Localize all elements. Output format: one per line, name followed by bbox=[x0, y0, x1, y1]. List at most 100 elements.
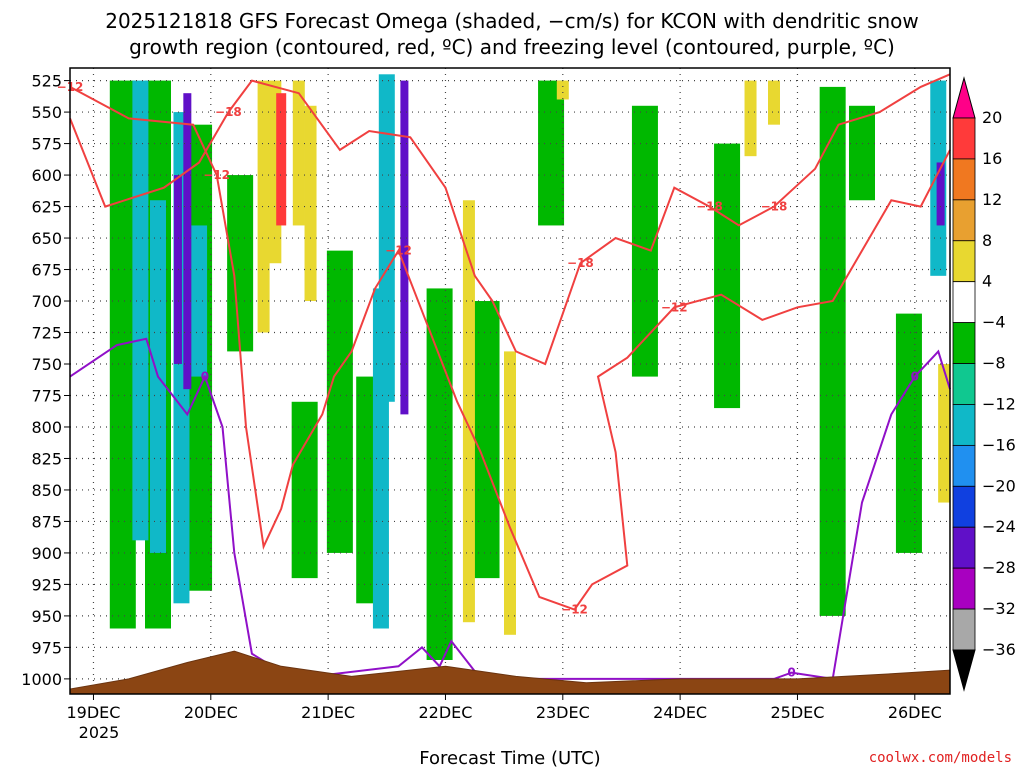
y-tick-label: 800 bbox=[31, 418, 62, 437]
colorbar-label: 8 bbox=[982, 231, 992, 250]
omega_ascent_green_columns-band bbox=[109, 80, 136, 629]
y-tick-label: 625 bbox=[31, 198, 62, 217]
grid-lines bbox=[70, 68, 950, 694]
omega_ascent_purple_black-band bbox=[183, 93, 192, 390]
omega_ascent_green_columns-band bbox=[227, 175, 254, 352]
colorbar-label: 12 bbox=[982, 190, 1002, 209]
y-tick-label: 525 bbox=[31, 72, 62, 91]
x-tick-label: 23DEC bbox=[536, 703, 590, 722]
y-tick-label: 600 bbox=[31, 166, 62, 185]
dendritic_isotherm_-18C-label: −18 bbox=[567, 256, 594, 270]
colorbar-label: 4 bbox=[982, 272, 992, 291]
omega_ascent_green_columns-band bbox=[326, 250, 353, 553]
omega_ascent_purple_black-band bbox=[400, 80, 409, 415]
colorbar-label: −20 bbox=[982, 476, 1016, 495]
y-tick-label: 950 bbox=[31, 607, 62, 626]
colorbar-swatch bbox=[952, 608, 976, 651]
dendritic_isotherm_-12C-label: −12 bbox=[203, 168, 230, 182]
x-tick-label: 26DEC bbox=[888, 703, 942, 722]
omega_descent_yellow_orange-band bbox=[556, 80, 569, 100]
plot-frame bbox=[69, 67, 951, 695]
y-tick-label: 1000 bbox=[21, 670, 62, 689]
x-axis-year-label: 2025 bbox=[79, 723, 120, 742]
colorbar-label: −36 bbox=[982, 640, 1016, 659]
omega_ascent_green_columns-band bbox=[538, 80, 565, 226]
colorbar-label: −8 bbox=[982, 354, 1006, 373]
credit-text: coolwx.com/models bbox=[869, 750, 1012, 766]
x-axis: 19DEC 20DEC 21DEC 22DEC 23DEC 24DEC 25DEC 26DEC bbox=[66, 694, 942, 722]
y-tick-label: 725 bbox=[31, 324, 62, 343]
omega_ascent_green_columns-band bbox=[895, 313, 922, 553]
dendritic_isotherm_-12C-line bbox=[69, 86, 951, 611]
x-tick-label: 19DEC bbox=[66, 703, 120, 722]
x-axis-title: Forecast Time (UTC) bbox=[419, 748, 600, 768]
terrain-layer bbox=[69, 650, 951, 695]
freezing_level_0C-line bbox=[69, 337, 951, 681]
y-tick-label: 925 bbox=[31, 575, 62, 594]
x-tick-label: 22DEC bbox=[418, 703, 472, 722]
chart-title-line1: 2025121818 GFS Forecast Omega (shaded, −… bbox=[105, 9, 919, 33]
colorbar-swatch bbox=[952, 485, 976, 528]
omega_ascent_purple_black-band bbox=[936, 162, 945, 226]
freezing_level_0C-label: 0 bbox=[787, 666, 795, 680]
x-tick-label: 21DEC bbox=[301, 703, 355, 722]
y-tick-label: 825 bbox=[31, 449, 62, 468]
terrain-fill bbox=[69, 650, 951, 695]
y-tick-label: 975 bbox=[31, 638, 62, 657]
omega_descent_yellow_orange-band bbox=[292, 80, 305, 226]
dendritic_isotherm_-18C-label: −18 bbox=[696, 200, 723, 214]
y-tick-label: 875 bbox=[31, 512, 62, 531]
y-tick-label: 675 bbox=[31, 261, 62, 280]
omega_descent_red_pink-band bbox=[276, 93, 287, 226]
omega_descent_yellow_orange-band bbox=[462, 200, 475, 623]
colorbar-swatch bbox=[952, 404, 976, 446]
dendritic_isotherm_-12C-label: −12 bbox=[661, 300, 688, 314]
dendritic_isotherm_-12C-label: −12 bbox=[561, 603, 588, 617]
omega_ascent_cyan_blue-band bbox=[191, 225, 208, 377]
colorbar-swatch bbox=[952, 199, 976, 242]
omega_ascent_cyan_blue-band bbox=[132, 80, 149, 541]
omega_descent_yellow_orange-band bbox=[938, 363, 951, 503]
y-tick-label: 575 bbox=[31, 135, 62, 154]
x-tick-label: 20DEC bbox=[184, 703, 238, 722]
colorbar-swatch bbox=[952, 363, 976, 405]
omega_descent_yellow_orange-band bbox=[257, 80, 270, 333]
omega_ascent_green_columns-band bbox=[714, 143, 741, 409]
colorbar-swatch bbox=[952, 158, 976, 201]
dendritic_isotherm_-18C-label: −18 bbox=[215, 105, 242, 119]
omega_descent_yellow_orange-band bbox=[304, 105, 317, 302]
freezing_level_0C-label: 0 bbox=[201, 370, 209, 384]
y-tick-label: 850 bbox=[31, 481, 62, 500]
dendritic_isotherm_-18C-line bbox=[69, 73, 951, 366]
colorbar-swatch bbox=[952, 240, 976, 283]
colorbar-swatch bbox=[952, 526, 976, 569]
y-tick-label: 750 bbox=[31, 355, 62, 374]
colorbar-label: −12 bbox=[982, 394, 1016, 413]
colorbar-swatch bbox=[952, 567, 976, 610]
omega_descent_yellow_orange-band bbox=[504, 351, 516, 635]
omega_ascent_green_columns-band bbox=[426, 288, 453, 660]
colorbar-swatch bbox=[952, 117, 976, 160]
chart-title-line2: growth region (contoured, red, ºC) and f… bbox=[129, 35, 895, 59]
y-tick-label: 900 bbox=[31, 544, 62, 563]
colorbar-label: 20 bbox=[982, 108, 1002, 127]
y-tick-label: 700 bbox=[31, 292, 62, 311]
colorbar: 20 16 12 8 4 −4 −8 −12 −16 −20 −24 −28 −32 −36 bbox=[952, 76, 1016, 692]
colorbar-swatch bbox=[952, 444, 976, 487]
y-axis: 525 550 575 600 625 650 675 700 725 750 775 800 825 8… bbox=[21, 72, 70, 689]
y-tick-label: 775 bbox=[31, 386, 62, 405]
colorbar-label: −28 bbox=[982, 558, 1016, 577]
colorbar-label: 16 bbox=[982, 149, 1002, 168]
x-tick-label: 24DEC bbox=[653, 703, 707, 722]
omega_ascent_green_columns-band bbox=[473, 301, 500, 579]
omega_ascent_purple_black-band bbox=[173, 175, 182, 364]
colorbar-swatch bbox=[952, 322, 976, 364]
colorbar-top-arrow bbox=[952, 76, 976, 119]
x-tick-label: 25DEC bbox=[770, 703, 824, 722]
y-tick-label: 650 bbox=[31, 229, 62, 248]
dendritic_isotherm_-18C-label: −18 bbox=[761, 200, 788, 214]
omega_descent_yellow_orange-band bbox=[768, 80, 780, 125]
